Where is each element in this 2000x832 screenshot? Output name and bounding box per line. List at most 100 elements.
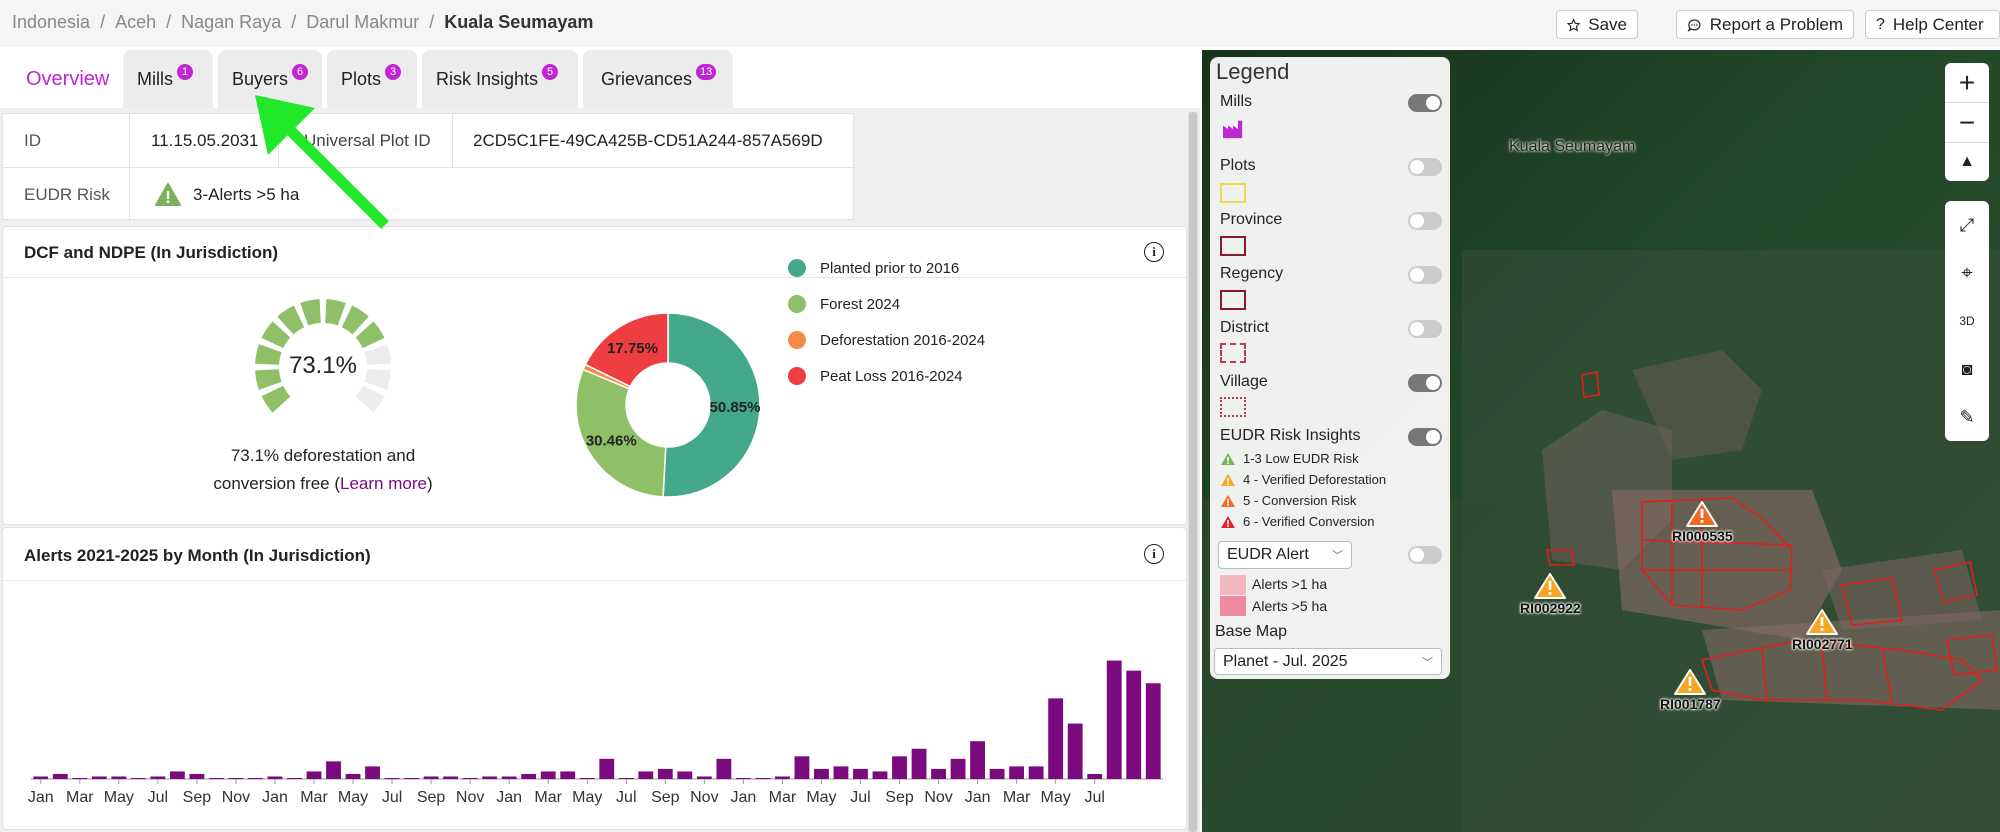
save-button[interactable]: Save [1556,10,1638,39]
alert-bar[interactable] [677,771,693,779]
alert-bar[interactable] [267,776,283,779]
breadcrumb-item[interactable]: Darul Makmur [306,12,420,32]
tab-mills[interactable]: Mills 1 [123,50,213,108]
alert-bar[interactable] [1087,773,1103,779]
alert-bar[interactable] [33,776,49,779]
alert-bar[interactable] [365,766,380,779]
risk-marker[interactable]: RI001787 [1660,668,1721,712]
tab-overview[interactable]: Overview [12,50,118,108]
draw-button[interactable]: ✎ [1945,393,1989,441]
learn-more-link[interactable]: Learn more [340,474,427,493]
scrollbar-thumb[interactable] [1189,112,1197,832]
alert-bar[interactable] [52,773,68,779]
alert-bar[interactable] [638,771,654,779]
toggle-district[interactable] [1408,320,1442,338]
help-center-button[interactable]: ? Help Center [1865,10,2000,39]
alert-bar[interactable] [1067,723,1083,779]
tab-risk-insights[interactable]: Risk Insights 5 [422,50,578,108]
alert-bar[interactable] [696,776,712,779]
alert-bar[interactable] [814,768,829,779]
warning-icon [1221,452,1235,465]
marker-label: RI002922 [1520,600,1581,616]
toggle-mills[interactable] [1408,94,1442,112]
fullscreen-button[interactable]: ⤢ [1945,201,1989,249]
risk-marker[interactable]: RI002922 [1520,572,1581,616]
alert-bar[interactable] [248,778,263,779]
alert-bar[interactable] [111,776,127,779]
alert-bar[interactable] [1048,698,1064,779]
tab-grievances[interactable]: Grievances 13 [583,50,733,108]
alert-bar[interactable] [91,776,107,779]
alert-bar[interactable] [560,771,576,779]
alert-bar[interactable] [1009,766,1025,779]
alert-bar[interactable] [774,776,790,779]
3d-button[interactable]: 3D [1945,297,1989,345]
alert-bar[interactable] [794,756,810,779]
alert-bar[interactable] [169,771,185,779]
alert-bar[interactable] [853,768,868,779]
alert-bar[interactable] [501,776,517,779]
alert-bar[interactable] [540,771,556,779]
alert-bar[interactable] [911,748,927,779]
alert-bar[interactable] [287,778,302,779]
toggle-village[interactable] [1408,374,1442,392]
info-icon[interactable]: i [1144,242,1164,262]
tab-plots[interactable]: Plots 3 [327,50,417,108]
alert-bar[interactable] [657,768,673,779]
alert-bar[interactable] [443,776,459,779]
alert-bar[interactable] [950,758,966,779]
alert-bar[interactable] [716,758,732,779]
alert-bar[interactable] [521,773,537,779]
alert-bar[interactable] [599,758,615,779]
alert-bar[interactable] [384,778,400,779]
report-problem-button[interactable]: Report a Problem [1676,10,1854,39]
alert-bar[interactable] [735,778,751,779]
alert-bar[interactable] [423,776,439,779]
toggle-plots[interactable] [1408,158,1442,176]
toggle-eudr-alert[interactable] [1408,546,1442,564]
zoom-in-button[interactable]: + [1958,66,1976,98]
alert-bar[interactable] [72,778,88,779]
alert-bar[interactable] [1106,660,1122,779]
alert-bar[interactable] [1126,670,1142,779]
alert-bar[interactable] [228,778,244,779]
toggle-regency[interactable] [1408,266,1442,284]
alert-bar[interactable] [306,771,322,779]
alert-bar[interactable] [326,761,341,779]
risk-marker[interactable]: RI000535 [1672,500,1733,544]
alert-bar[interactable] [892,756,907,779]
alert-bar[interactable] [1028,766,1044,779]
risk-marker[interactable]: RI002771 [1792,608,1853,652]
zoom-out-button[interactable]: − [1945,102,1989,142]
locate-button[interactable]: ⌖ [1945,249,1989,297]
breadcrumb-item[interactable]: Indonesia [12,12,91,32]
eudr-alert-dropdown[interactable]: EUDR Alert ﹀ [1218,541,1352,569]
alert-bar[interactable] [989,768,1005,779]
alert-bar[interactable] [931,768,946,779]
alert-bar[interactable] [970,741,986,779]
alert-bar[interactable] [833,766,849,779]
breadcrumb-item[interactable]: Aceh [115,12,157,32]
screenshot-button[interactable]: ◙ [1945,345,1989,393]
alert-bar[interactable] [208,778,224,779]
info-icon[interactable]: i [1144,544,1164,564]
alert-bar[interactable] [462,778,478,779]
alert-bar[interactable] [345,773,361,779]
alert-bar[interactable] [482,776,498,779]
alert-bar[interactable] [130,778,146,779]
toggle-province[interactable] [1408,212,1442,230]
alert-bar[interactable] [189,773,205,779]
alert-bar[interactable] [618,778,634,779]
basemap-dropdown[interactable]: Planet - Jul. 2025 ﹀ [1214,648,1442,675]
alert-bar[interactable] [755,778,771,779]
x-tick-label: Jan [262,789,288,806]
alert-bar[interactable] [579,778,595,779]
alert-bar[interactable] [150,776,166,779]
x-tick-label: Jul [1084,789,1104,806]
alert-bar[interactable] [1145,683,1161,779]
breadcrumb-item[interactable]: Nagan Raya [181,12,282,32]
alert-bar[interactable] [872,771,888,779]
compass-button[interactable]: ▲ [1945,142,1989,181]
alert-bar[interactable] [404,778,420,779]
toggle-eudr-risk[interactable] [1408,428,1442,446]
